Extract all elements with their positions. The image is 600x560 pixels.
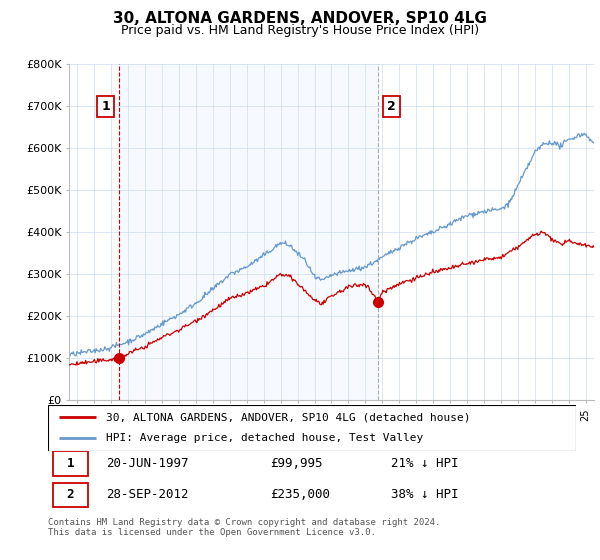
Bar bbox=[53, 483, 88, 507]
Text: 2: 2 bbox=[387, 100, 396, 113]
Text: 1: 1 bbox=[101, 100, 110, 113]
Text: 28-SEP-2012: 28-SEP-2012 bbox=[106, 488, 188, 501]
Text: 2: 2 bbox=[67, 488, 74, 501]
Text: £235,000: £235,000 bbox=[270, 488, 330, 501]
Text: 21% ↓ HPI: 21% ↓ HPI bbox=[391, 457, 459, 470]
Text: Contains HM Land Registry data © Crown copyright and database right 2024.
This d: Contains HM Land Registry data © Crown c… bbox=[48, 518, 440, 538]
Text: 30, ALTONA GARDENS, ANDOVER, SP10 4LG (detached house): 30, ALTONA GARDENS, ANDOVER, SP10 4LG (d… bbox=[106, 412, 470, 422]
Bar bbox=[53, 451, 88, 476]
Text: 1: 1 bbox=[67, 457, 74, 470]
Text: HPI: Average price, detached house, Test Valley: HPI: Average price, detached house, Test… bbox=[106, 433, 424, 444]
Text: Price paid vs. HM Land Registry's House Price Index (HPI): Price paid vs. HM Land Registry's House … bbox=[121, 24, 479, 36]
Bar bbox=[119, 64, 378, 400]
Text: 38% ↓ HPI: 38% ↓ HPI bbox=[391, 488, 459, 501]
Text: 30, ALTONA GARDENS, ANDOVER, SP10 4LG: 30, ALTONA GARDENS, ANDOVER, SP10 4LG bbox=[113, 11, 487, 26]
Text: £99,995: £99,995 bbox=[270, 457, 322, 470]
Text: 20-JUN-1997: 20-JUN-1997 bbox=[106, 457, 188, 470]
